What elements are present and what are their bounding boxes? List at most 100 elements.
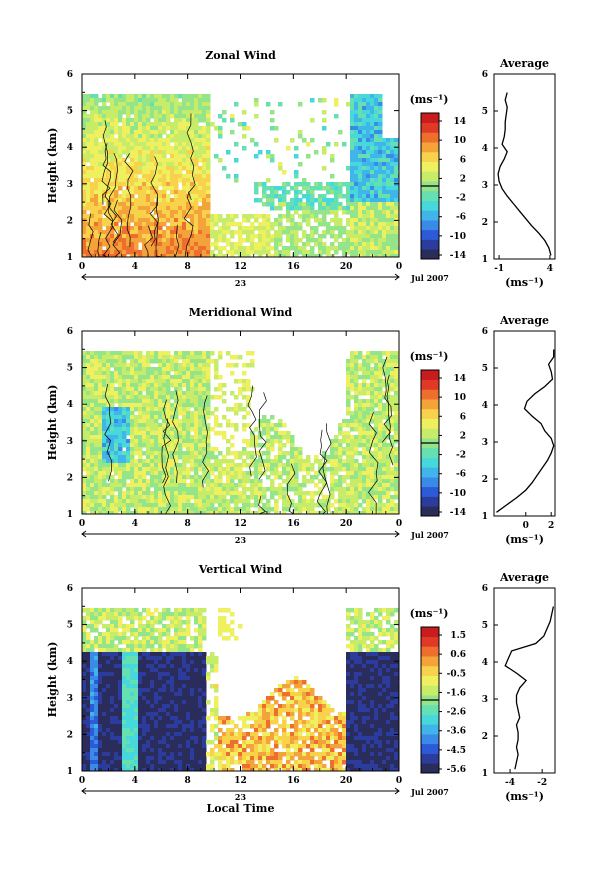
colorbar-tick-label: -6: [456, 213, 466, 223]
average-title: Average: [499, 314, 549, 327]
colorbar-swatch: [421, 743, 439, 754]
colorbar-swatch: [421, 496, 439, 507]
x-tick-label: 20: [340, 519, 353, 529]
colorbar-tick-label: -6: [456, 470, 466, 480]
colorbar-swatch: [421, 418, 439, 429]
colorbar-tick-label: 2: [460, 431, 466, 441]
average-y-tick-label: 1: [482, 512, 488, 522]
y-tick-label: 4: [67, 400, 73, 410]
colorbar-swatch: [421, 151, 439, 162]
contour-line: [104, 383, 113, 482]
y-tick-label: 3: [67, 437, 73, 447]
contour-line: [258, 392, 267, 480]
colorbar-swatch: [421, 200, 439, 211]
contour-line: [386, 374, 394, 466]
x-tick-label: 0: [79, 776, 85, 786]
colorbar-tick-label: -3.6: [447, 727, 466, 737]
y-tick-label: 3: [67, 694, 73, 704]
colorbar-tick-label: 1.5: [450, 631, 466, 641]
date-bar-arrow-right: [394, 787, 400, 795]
y-tick-label: 6: [67, 584, 73, 594]
colorbar-unit-label: (ms⁻¹): [410, 350, 449, 363]
colorbar-swatch: [421, 636, 439, 647]
average-frame: [493, 587, 556, 774]
y-tick-label: 1: [67, 253, 73, 263]
y-tick-label: 2: [67, 216, 73, 226]
contour-line: [149, 156, 159, 247]
date-bar-arrow-right: [394, 273, 400, 281]
x-tick-label: 4: [132, 519, 138, 529]
x-tick-label: 16: [287, 262, 300, 272]
contour-line: [172, 390, 179, 484]
average-y-tick-label: 3: [482, 695, 488, 705]
colorbar-tick-label: 6: [460, 155, 466, 165]
average-y-tick-label: 6: [482, 584, 488, 594]
colorbar-swatch: [421, 239, 439, 250]
colorbar-swatch: [421, 249, 439, 260]
x-tick-label: 0: [396, 519, 402, 529]
y-tick-label: 2: [67, 473, 73, 483]
colorbar-swatch: [421, 142, 439, 153]
average-y-tick-label: 5: [482, 107, 488, 117]
contour-line: [112, 199, 123, 257]
x-tick-label: 0: [396, 262, 402, 272]
colorbar-swatch: [421, 753, 439, 764]
colorbar-tick-label: -4.5: [447, 746, 466, 756]
contour-line: [101, 120, 111, 205]
contour-line: [172, 224, 180, 257]
colorbar-swatch: [421, 685, 439, 696]
x-tick-label: 4: [132, 776, 138, 786]
contour-line: [183, 191, 194, 257]
colorbar-swatch: [421, 646, 439, 657]
colorbar-swatch: [421, 665, 439, 676]
colorbar-tick-label: 2: [460, 174, 466, 184]
colorbar-tick-label: 14: [453, 374, 466, 384]
colorbar-tick-label: 10: [453, 393, 466, 403]
date-month-label: Jul 2007: [410, 787, 449, 797]
y-tick-label: 3: [67, 180, 73, 190]
contour-line: [96, 232, 102, 257]
contour-line: [86, 213, 94, 257]
colorbar-swatch: [421, 190, 439, 201]
colorbar-swatch: [421, 220, 439, 231]
colorbar-tick-label: -10: [450, 232, 466, 242]
contour-line: [102, 200, 113, 257]
y-tick-label: 6: [67, 70, 73, 80]
y-tick-label: 4: [67, 143, 73, 153]
average-y-tick-label: 4: [482, 144, 488, 154]
contour-line: [154, 197, 163, 257]
average-frame: [493, 73, 556, 260]
date-day-label: 23: [235, 278, 247, 288]
x-tick-label: 12: [234, 519, 247, 529]
x-tick-label: 0: [79, 519, 85, 529]
y-tick-label: 5: [67, 364, 73, 374]
average-y-tick-label: 2: [482, 475, 488, 485]
average-x-tick-label: 2: [548, 521, 554, 531]
average-x-tick-label: 4: [547, 264, 553, 274]
x-tick-label: 20: [340, 262, 353, 272]
average-x-tick-label: -2: [537, 778, 547, 788]
y-tick-label: 5: [67, 621, 73, 631]
x-tick-label: 8: [185, 262, 191, 272]
colorbar-swatch: [421, 161, 439, 172]
average-y-tick-label: 6: [482, 70, 488, 80]
average-y-tick-label: 4: [482, 401, 488, 411]
contour-line: [144, 225, 153, 257]
contour-line: [202, 395, 210, 488]
colorbar-swatch: [421, 477, 439, 488]
colorbar-tick-label: -2.6: [447, 708, 466, 718]
contour-line: [316, 429, 328, 514]
contour-line: [247, 385, 257, 477]
heatmap-field: [82, 608, 399, 771]
contour-line: [163, 418, 171, 514]
contour-line: [109, 152, 119, 243]
average-y-tick-label: 1: [482, 255, 488, 265]
colorbar-swatch: [421, 656, 439, 667]
y-axis-label: Height (km): [46, 128, 59, 204]
colorbar-swatch: [421, 389, 439, 400]
colorbar-tick-label: -2: [456, 451, 466, 461]
colorbar-swatch: [421, 370, 439, 381]
colorbar-swatch: [421, 447, 439, 458]
